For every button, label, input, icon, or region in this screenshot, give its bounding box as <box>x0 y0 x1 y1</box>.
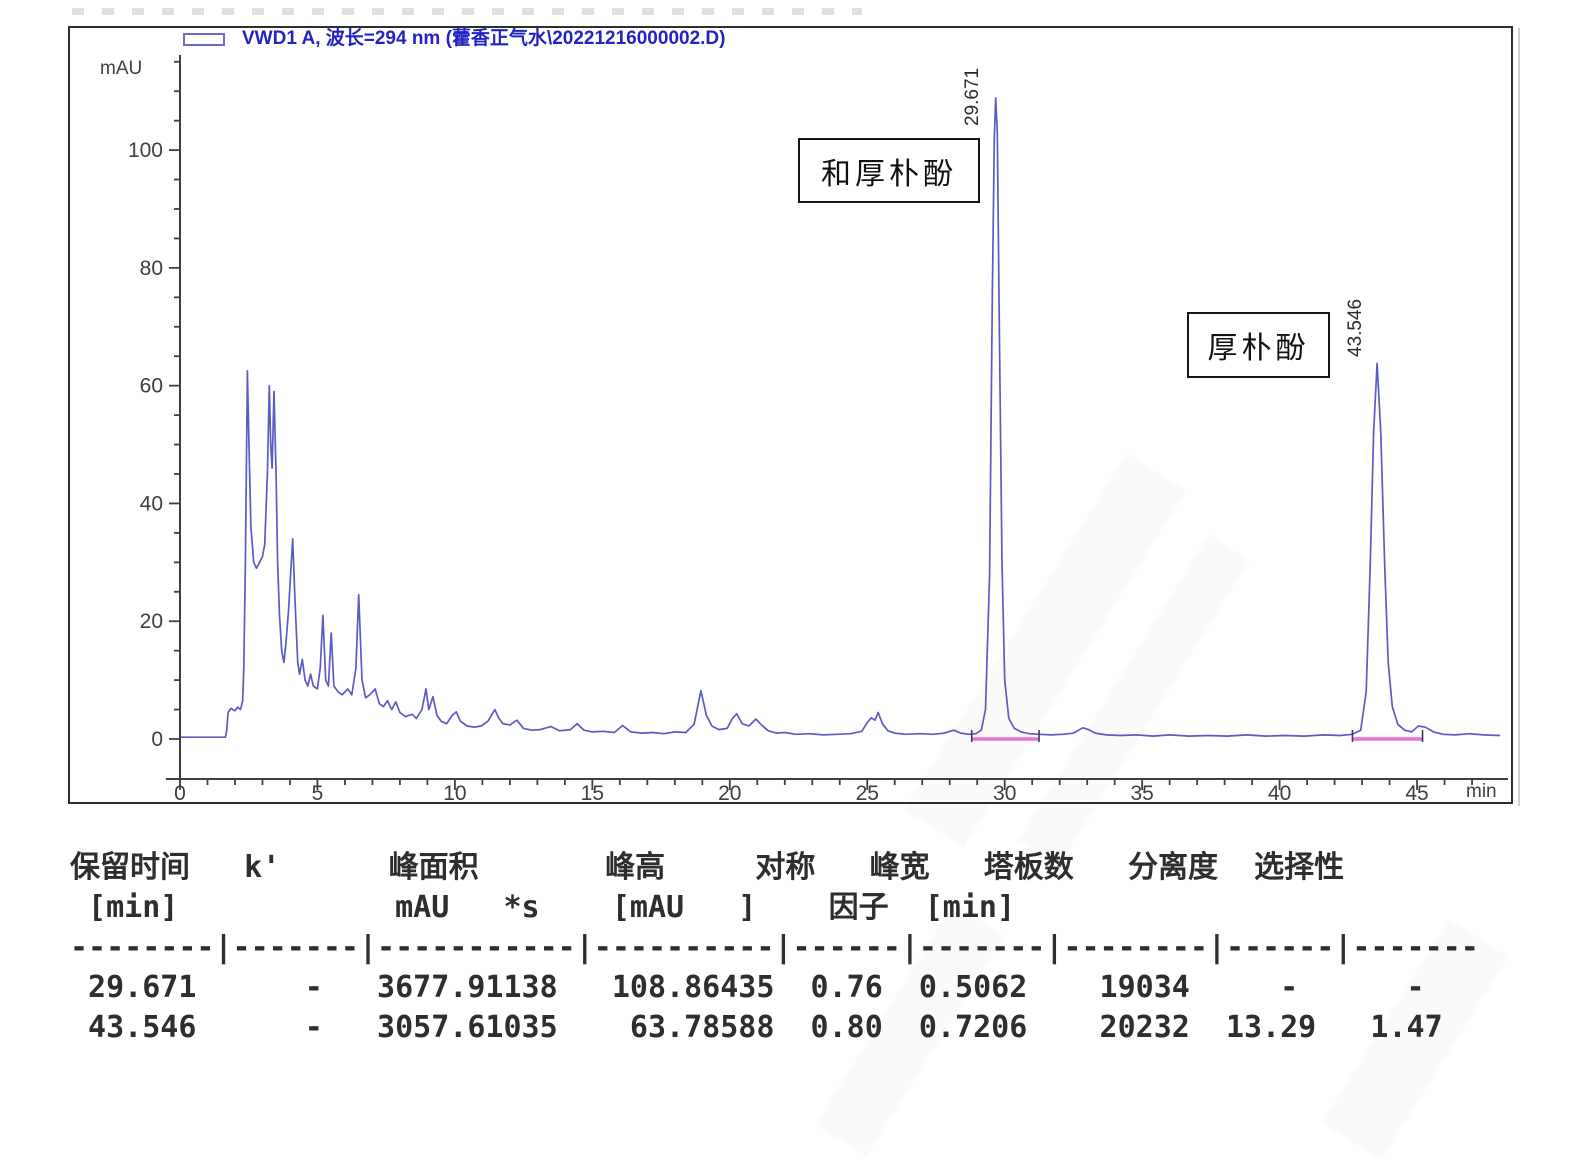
x-tick-label: 30 <box>993 782 1016 802</box>
x-tick-label: 35 <box>1130 782 1153 802</box>
chart-legend: VWD1 A, 波长=294 nm (藿香正气水\20221216000002.… <box>183 28 726 49</box>
scan-artifact-edge <box>1518 28 1520 806</box>
legend-label: VWD1 A, 波长=294 nm (藿香正气水\20221216000002.… <box>242 28 726 49</box>
peak2-retention-time-label: 43.546 <box>1345 298 1366 357</box>
peak-results-table: 保留时间 k' 峰面积 峰高 对称 峰宽 塔板数 分离度 选择性 [min] m… <box>70 850 1479 1045</box>
x-tick-label: 40 <box>1268 782 1291 802</box>
x-tick-label: 15 <box>581 782 604 802</box>
y-tick-label: 20 <box>140 610 163 633</box>
x-tick-label: 0 <box>174 782 186 802</box>
y-tick-label: 100 <box>128 139 163 162</box>
x-tick-label: 5 <box>312 782 324 802</box>
compound-label-honokiol: 和厚朴酚 <box>798 138 980 203</box>
y-tick-label: 60 <box>140 375 163 398</box>
x-tick-label: 10 <box>443 782 466 802</box>
chromatogram-plot: 0 5 10 15 20 25 30 35 40 45 0 20 40 60 80 100 <box>128 55 1508 802</box>
y-tick-label: 80 <box>140 257 163 280</box>
y-tick-label: 0 <box>151 728 163 751</box>
x-axis-unit-label: min <box>1466 781 1497 802</box>
compound-label-magnolol: 厚朴酚 <box>1187 312 1330 378</box>
legend-swatch <box>183 32 225 46</box>
x-tick-label: 45 <box>1405 782 1428 802</box>
peak1-retention-time-label: 29.671 <box>962 67 983 126</box>
x-tick-label: 20 <box>718 782 741 802</box>
x-tick-label: 25 <box>856 782 879 802</box>
chromatogram-trace <box>179 97 1501 739</box>
y-tick-label: 40 <box>140 492 163 515</box>
y-axis-unit-label: mAU <box>100 58 143 79</box>
scan-artifact-top <box>72 8 862 15</box>
chromatogram-panel: 0 5 10 15 20 25 30 35 40 45 0 20 40 60 80 100 VWD1 A, 波… <box>68 26 1513 804</box>
